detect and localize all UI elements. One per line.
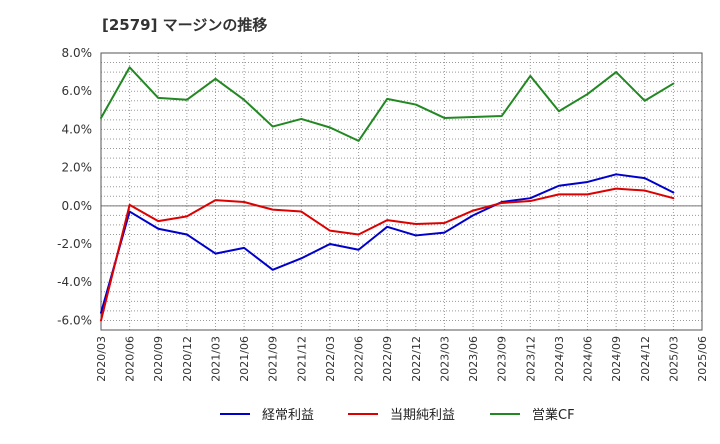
x-tick-label: 2024/09 <box>610 336 623 382</box>
plot-area <box>101 53 702 330</box>
chart-title: [2579] マージンの推移 <box>102 16 268 34</box>
x-tick-label: 2021/03 <box>209 336 222 382</box>
y-tick-label: 6.0% <box>62 84 93 98</box>
x-tick-label: 2024/06 <box>582 336 595 382</box>
y-tick-label: -6.0% <box>57 313 92 327</box>
y-tick-label: -4.0% <box>57 275 92 289</box>
x-tick-label: 2022/09 <box>381 336 394 382</box>
x-tick-label: 2020/03 <box>95 336 108 382</box>
x-tick-label: 2024/03 <box>553 336 566 382</box>
x-tick-label: 2022/03 <box>324 336 337 382</box>
x-tick-label: 2023/09 <box>496 336 509 382</box>
y-tick-label: -2.0% <box>57 237 92 251</box>
y-tick-label: 4.0% <box>62 122 93 136</box>
x-tick-label: 2020/06 <box>124 336 137 382</box>
x-tick-label: 2023/06 <box>467 336 480 382</box>
y-tick-label: 8.0% <box>62 46 93 60</box>
x-tick-label: 2023/12 <box>524 336 537 382</box>
x-tick-label: 2020/09 <box>152 336 165 382</box>
x-tick-label: 2022/12 <box>410 336 423 382</box>
x-tick-label: 2025/06 <box>696 336 709 382</box>
x-tick-label: 2020/12 <box>181 336 194 382</box>
plot-border <box>100 52 703 331</box>
legend-label-3: 営業CF <box>532 407 575 423</box>
series-line-2 <box>100 187 675 322</box>
y-tick-label: 0.0% <box>62 199 93 213</box>
x-tick-label: 2022/06 <box>353 336 366 382</box>
series-line-3 <box>100 66 675 142</box>
x-tick-label: 2023/03 <box>438 336 451 382</box>
x-tick-label: 2021/06 <box>238 336 251 382</box>
x-tick-label: 2021/12 <box>295 336 308 382</box>
x-tick-label: 2024/12 <box>639 336 652 382</box>
series-line-1 <box>100 173 675 314</box>
y-tick-label: 2.0% <box>62 161 93 175</box>
x-tick-label: 2025/03 <box>667 336 680 382</box>
legend-label-1: 経常利益 <box>262 408 314 423</box>
x-tick-label: 2021/09 <box>267 336 280 382</box>
legend-label-2: 当期純利益 <box>390 408 455 423</box>
